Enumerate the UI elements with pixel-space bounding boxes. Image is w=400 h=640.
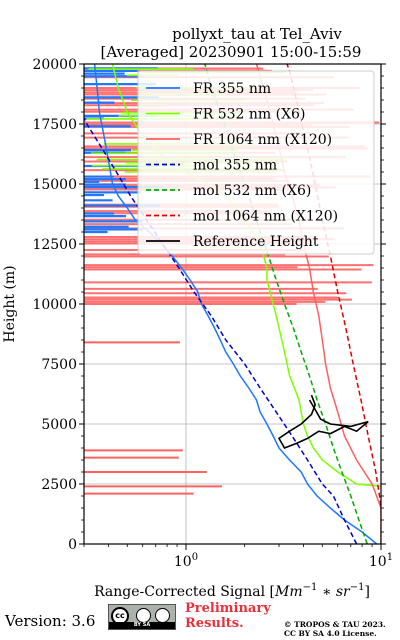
version-text: Version: 3.6 (5, 612, 96, 630)
x-axis-label-close: ] (364, 584, 369, 600)
y-tick-label: 20000 (32, 57, 77, 73)
y-tick-label: 5000 (41, 417, 77, 433)
series-fr-355-nm (93, 64, 378, 544)
x-axis-label-sup2: −1 (350, 582, 365, 593)
cc-icon: cc (111, 607, 129, 625)
series-reference-height (277, 394, 369, 449)
y-tick-label: 15000 (32, 177, 77, 193)
cc-license-badge: cc BY SA (108, 604, 176, 630)
x-tick-label: 101 (369, 552, 393, 570)
license-strip: BY SA (109, 622, 175, 629)
y-tick-label: 2500 (41, 477, 77, 493)
preliminary-line2: Results. (185, 616, 244, 631)
copyright-note: © TROPOS & TAU 2023. CC BY SA 4.0 Licens… (284, 620, 386, 638)
sa-icon (155, 608, 170, 623)
legend-label: FR 532 nm (X6) (193, 107, 305, 123)
legend-box (137, 70, 375, 255)
y-tick-label: 7500 (41, 357, 77, 373)
y-tick-label: 12500 (32, 237, 77, 253)
x-axis: 100 101 (83, 544, 393, 570)
y-axis: 0 2500 5000 7500 10000 12500 15000 17500 20000 (32, 57, 386, 553)
y-axis-label: Height (m) (2, 265, 18, 342)
footer: Version: 3.6 cc BY SA Preliminary Result… (0, 600, 400, 640)
chart-title-line2: [Averaged] 20230901 15:00-15:59 (101, 43, 362, 61)
y-tick-label: 17500 (32, 117, 77, 133)
chart-title-line1: pollyxt_tau at Tel_Aviv (172, 25, 342, 43)
x-tick-label: 100 (174, 552, 198, 570)
preliminary-line1: Preliminary (185, 601, 271, 616)
legend-label: mol 532 nm (X6) (193, 183, 311, 199)
legend-label: FR 1064 nm (X120) (193, 132, 332, 148)
copyright-line1: © TROPOS & TAU 2023. (284, 620, 386, 629)
copyright-line2: CC BY SA 4.0 License. (284, 629, 377, 638)
x-axis-label-math: Mm (274, 584, 303, 600)
x-axis-label: Range-Corrected Signal [Mm−1 ∗ sr−1] (94, 582, 370, 600)
series-mol-532-nm-x6 (204, 64, 368, 544)
x-axis-label-mid: ∗ sr (317, 584, 351, 600)
profile-chart: pollyxt_tau at Tel_Aviv [Averaged] 20230… (2, 25, 393, 600)
legend-label: Reference Height (193, 234, 319, 250)
y-tick-label: 0 (68, 537, 77, 553)
legend: FR 355 nm FR 532 nm (X6) FR 1064 nm (X120)… (137, 70, 375, 255)
legend-label: FR 355 nm (193, 81, 271, 97)
legend-label: mol 355 nm (193, 158, 277, 174)
series-mol-355-nm (84, 116, 358, 544)
by-icon (136, 608, 151, 623)
y-tick-label: 10000 (32, 297, 77, 313)
preliminary-note: Preliminary Results. (185, 601, 271, 631)
x-axis-label-sup1: −1 (303, 582, 318, 593)
legend-label: mol 1064 nm (X120) (193, 209, 338, 225)
x-axis-label-text: Range-Corrected Signal [ (94, 584, 275, 600)
